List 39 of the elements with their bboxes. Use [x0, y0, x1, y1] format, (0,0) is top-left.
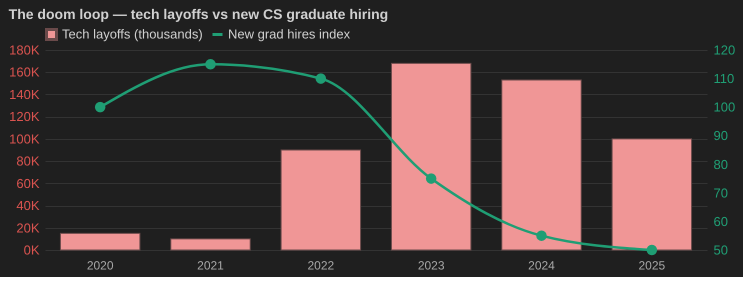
x-tick-label: 2022 [307, 258, 335, 272]
y-tick-label: 180K [9, 42, 40, 58]
y-tick-label: 20K [16, 220, 40, 236]
point [426, 173, 436, 184]
y-tick-label: 140K [9, 86, 40, 102]
x-tick-label: 2023 [418, 258, 445, 272]
y2-tick-label: 60 [714, 214, 728, 229]
y2-tick-label: 110 [714, 71, 734, 86]
bar [170, 238, 251, 250]
point [205, 59, 216, 70]
point [536, 230, 547, 241]
x-tick-label: 2021 [197, 258, 224, 272]
y-tick-label: 120K [9, 109, 40, 124]
y2-tick-label: 100 [714, 100, 736, 115]
y-tick-label: 60K [16, 176, 40, 191]
y-tick-label: 80K [16, 154, 40, 169]
bar [612, 138, 692, 250]
bar [390, 62, 472, 250]
y-tick-label: 160K [9, 64, 40, 80]
legend-label: Tech layoffs (thousands) [62, 26, 203, 42]
y2-tick-label: 70 [714, 185, 728, 200]
y2-tick-label: 80 [714, 156, 728, 172]
y-tick-label: 40K [16, 198, 40, 214]
x-tick-label: 2025 [638, 258, 666, 272]
y2-tick-label: 90 [714, 128, 728, 144]
x-tick-label: 2020 [86, 258, 114, 272]
y-tick-label: 100K [9, 131, 40, 146]
bar [280, 150, 362, 250]
y2-tick-label: 50 [714, 242, 728, 258]
bar [60, 232, 140, 250]
point [316, 73, 326, 84]
point [94, 102, 106, 112]
chart-title: The doom loop — tech layoffs vs new CS graduate hiring [8, 6, 388, 22]
bar [501, 80, 582, 250]
y2-tick-label: 120 [714, 42, 736, 58]
legend-label: New grad hires index [228, 26, 351, 42]
x-tick-label: 2024 [528, 258, 556, 272]
point [646, 244, 658, 256]
y-tick-label: 0K [24, 242, 40, 258]
